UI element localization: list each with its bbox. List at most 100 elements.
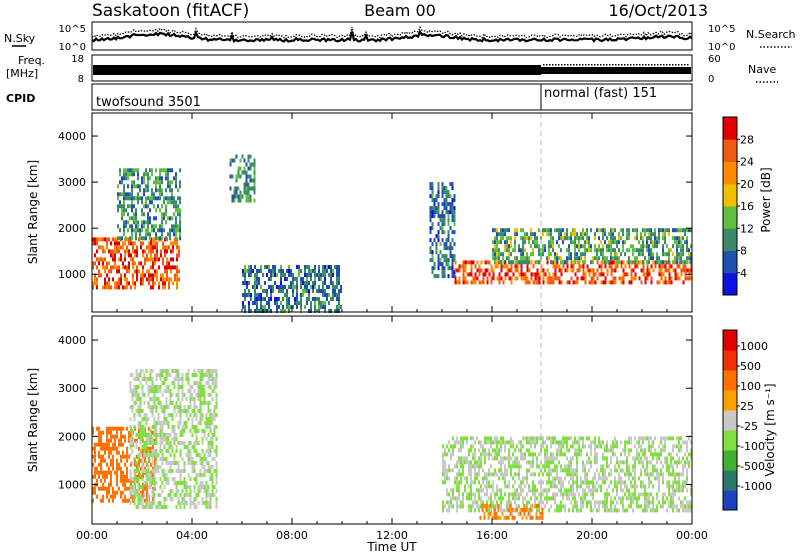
heatmap-cell <box>187 461 190 465</box>
heatmap-cell <box>474 468 476 473</box>
heatmap-cell <box>123 172 125 177</box>
heatmap-cell <box>250 265 252 269</box>
heatmap-cell <box>574 232 576 237</box>
heatmap-cell <box>628 504 630 509</box>
heatmap-cell <box>94 277 96 282</box>
heatmap-cell <box>247 194 250 199</box>
heatmap-cell <box>155 449 158 453</box>
heatmap-cell <box>484 472 486 477</box>
heatmap-cell <box>209 505 212 509</box>
heatmap-cell <box>496 248 498 253</box>
heatmap-cell <box>640 492 642 497</box>
heatmap-cell <box>141 220 143 225</box>
heatmap-cell <box>334 285 336 289</box>
heatmap-cell <box>666 436 668 441</box>
heatmap-cell <box>668 268 671 273</box>
heatmap-cell <box>151 505 154 509</box>
heatmap-cell <box>245 190 248 195</box>
heatmap-cell <box>598 436 600 441</box>
heatmap-cell <box>614 444 616 449</box>
heatmap-cell <box>326 269 328 273</box>
heatmap-cell <box>272 289 274 293</box>
heatmap-cell <box>506 264 509 269</box>
heatmap-cell <box>634 492 636 497</box>
heatmap-cell <box>171 381 174 385</box>
heatmap-cell <box>183 493 186 497</box>
heatmap-cell <box>211 465 214 469</box>
heatmap-cell <box>550 280 553 285</box>
heatmap-cell <box>640 480 642 485</box>
heatmap-cell <box>154 261 156 266</box>
heatmap-cell <box>544 440 546 445</box>
heatmap-cell <box>486 268 489 273</box>
heatmap-cell <box>168 285 170 290</box>
heatmap-cell <box>550 456 552 461</box>
heatmap-cell <box>594 272 597 277</box>
heatmap-cell <box>564 260 566 265</box>
heatmap-cell <box>96 281 98 286</box>
heatmap-cell <box>167 196 169 201</box>
heatmap-cell <box>464 460 466 465</box>
heatmap-cell <box>472 436 474 441</box>
heatmap-cell <box>618 508 620 513</box>
heatmap-cell <box>120 257 122 262</box>
heatmap-cell <box>334 289 336 293</box>
heatmap-cell <box>624 460 626 465</box>
heatmap-cell <box>490 264 493 269</box>
heatmap-cell <box>125 176 127 181</box>
heatmap-cell <box>598 504 600 509</box>
heatmap-cell <box>168 245 170 250</box>
heatmap-cell <box>338 305 340 309</box>
heatmap-cell <box>526 468 528 473</box>
heatmap-cell <box>123 192 125 197</box>
heatmap-cell <box>574 248 576 253</box>
heatmap-cell <box>582 264 585 269</box>
heatmap-cell <box>516 260 518 265</box>
heatmap-cell <box>568 252 570 257</box>
heatmap-cell <box>574 252 576 257</box>
heatmap-cell <box>588 248 590 253</box>
heatmap-cell <box>314 309 316 313</box>
heatmap-cell <box>644 436 646 441</box>
colorbar-segment <box>723 228 737 251</box>
heatmap-cell <box>574 448 576 453</box>
heatmap-cell <box>175 176 177 181</box>
heatmap-cell <box>574 256 576 261</box>
heatmap-cell <box>336 305 338 309</box>
heatmap-cell <box>165 421 168 425</box>
heatmap-cell <box>207 489 210 493</box>
heatmap-cell <box>431 250 434 255</box>
heatmap-cell <box>161 168 163 173</box>
heatmap-cell <box>490 436 492 441</box>
heatmap-cell <box>106 426 108 431</box>
heatmap-cell <box>656 452 658 457</box>
heatmap-cell <box>443 190 446 195</box>
heatmap-cell <box>488 260 491 265</box>
heatmap-cell <box>442 504 444 509</box>
heatmap-cell <box>652 260 654 265</box>
heatmap-cell <box>490 492 492 497</box>
heatmap-cell <box>646 268 649 273</box>
heatmap-cell <box>478 272 481 277</box>
heatmap-cell <box>137 184 139 189</box>
heatmap-cell <box>493 515 496 520</box>
heatmap-cell <box>560 256 562 261</box>
heatmap-cell <box>137 224 139 229</box>
heatmap-cell <box>270 277 272 281</box>
heatmap-cell <box>137 405 140 409</box>
heatmap-cell <box>330 281 332 285</box>
heatmap-cell <box>574 492 576 497</box>
heatmap-cell <box>193 405 196 409</box>
heatmap-cell <box>508 252 510 257</box>
heatmap-cell <box>141 497 144 501</box>
heatmap-cell <box>157 385 160 389</box>
heatmap-cell <box>686 240 688 245</box>
heatmap-cell <box>570 264 573 269</box>
heatmap-cell <box>207 377 210 381</box>
heatmap-cell <box>145 188 147 193</box>
heatmap-cell <box>584 472 586 477</box>
heatmap-cell <box>462 504 464 509</box>
heatmap-cell <box>582 492 584 497</box>
heatmap-cell <box>594 232 596 237</box>
